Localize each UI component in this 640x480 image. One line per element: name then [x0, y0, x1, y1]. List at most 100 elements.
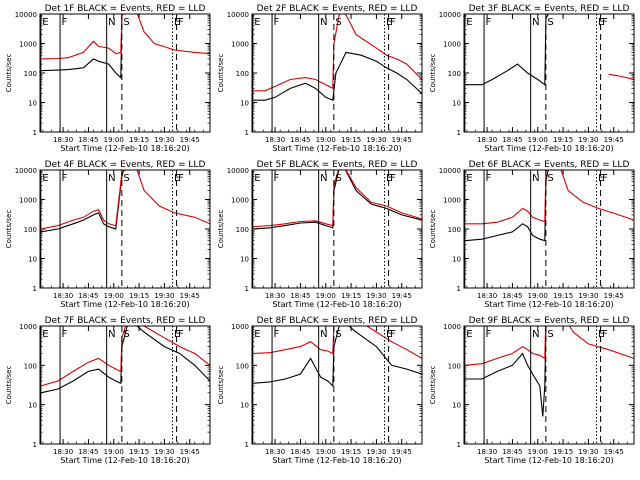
panel-plot-area	[252, 326, 422, 388]
panel-title: Det 7F BLACK = Events, RED = LLD	[45, 316, 206, 326]
y-tick-label: 10	[240, 402, 249, 410]
state-marker-label: E	[386, 173, 392, 184]
state-marker-label: S	[547, 17, 553, 28]
y-tick-label: 10	[240, 100, 249, 108]
detector-panel-4: Det 4F BLACK = Events, RED = LLD 1 10 100 10…	[5, 160, 211, 309]
panel-title: Det 2F BLACK = Events, RED = LLD	[257, 4, 418, 14]
detector-panel-7: Det 7F BLACK = Events, RED = LLD 1 10 100 10…	[5, 316, 211, 465]
y-tick-label: 1000	[231, 41, 249, 49]
x-tick-label: 19:00	[104, 292, 124, 300]
state-marker-label: N	[320, 173, 327, 184]
y-tick-label: 100	[236, 70, 249, 78]
state-marker-label: E	[42, 173, 48, 184]
state-marker-label: E	[466, 329, 472, 340]
x-tick-label: 19:30	[154, 448, 174, 456]
state-marker-label: N	[532, 329, 539, 340]
x-axis-label: Start Time (12-Feb-10 18:16:20)	[484, 144, 613, 153]
x-tick-label: 18:30	[265, 136, 285, 144]
x-tick-label: 18:30	[53, 448, 73, 456]
state-marker-label: E	[42, 17, 48, 28]
x-tick-label: 19:00	[104, 136, 124, 144]
y-tick-label: 100	[24, 70, 37, 78]
y-tick-label: 10	[28, 402, 37, 410]
x-tick-label: 19:15	[129, 448, 149, 456]
series-lld-line	[608, 73, 634, 81]
detector-panel-1: Det 1F BLACK = Events, RED = LLD 1 10 100 10…	[5, 4, 211, 153]
x-axis-label: Start Time (12-Feb-10 18:16:20)	[60, 300, 189, 309]
y-tick-label: 1	[457, 441, 461, 449]
x-tick-label: 19:00	[316, 448, 336, 456]
y-tick-label: 100	[448, 226, 461, 234]
state-marker-label: N	[532, 173, 539, 184]
state-marker-label: S	[335, 17, 341, 28]
state-marker-label: N	[108, 329, 115, 340]
y-tick-label: 10000	[227, 11, 249, 19]
panel-frame	[251, 169, 423, 289]
x-tick-label: 19:30	[154, 136, 174, 144]
panel-title: Det 4F BLACK = Events, RED = LLD	[45, 160, 206, 170]
panel-plot-area	[464, 326, 634, 417]
x-tick-label: 18:30	[53, 292, 73, 300]
x-tick-label: 19:30	[578, 448, 598, 456]
state-marker-label: F	[602, 173, 608, 184]
series-lld-line	[464, 326, 634, 366]
state-marker-label: F	[390, 329, 396, 340]
panel-frame	[39, 13, 211, 133]
panel-title: Det 5F BLACK = Events, RED = LLD	[257, 160, 418, 170]
panel-frame	[251, 325, 423, 445]
x-tick-label: 18:45	[290, 292, 310, 300]
x-axis-label: Start Time (12-Feb-10 18:16:20)	[484, 300, 613, 309]
panel-title: Det 1F BLACK = Events, RED = LLD	[45, 4, 206, 14]
y-axis-label: Counts/sec	[217, 54, 225, 93]
y-tick-label: 1	[33, 441, 37, 449]
y-tick-label: 10	[452, 256, 461, 264]
y-tick-label: 10000	[439, 167, 461, 175]
y-tick-label: 10	[28, 256, 37, 264]
state-marker-label: E	[254, 17, 260, 28]
state-marker-label: F	[390, 173, 396, 184]
state-marker-label: F	[178, 17, 184, 28]
series-events-line	[252, 170, 422, 230]
panel-title: Det 8F BLACK = Events, RED = LLD	[257, 316, 418, 326]
y-tick-label: 1000	[443, 197, 461, 205]
x-tick-label: 19:15	[341, 136, 361, 144]
y-axis-label: Counts/sec	[5, 366, 13, 405]
state-marker-label: E	[42, 329, 48, 340]
panel-title: Det 6F BLACK = Events, RED = LLD	[469, 160, 630, 170]
state-marker-label: F	[274, 329, 280, 340]
panel-frame	[39, 325, 211, 445]
state-marker-label: S	[123, 173, 129, 184]
y-axis-label: Counts/sec	[5, 210, 13, 249]
y-tick-label: 100	[448, 70, 461, 78]
state-marker-label: F	[390, 17, 396, 28]
state-marker-label: F	[486, 173, 492, 184]
y-axis-label: Counts/sec	[429, 366, 437, 405]
y-tick-label: 100	[24, 226, 37, 234]
series-lld-line	[252, 326, 422, 359]
series-events-line	[252, 326, 422, 388]
series-lld-line	[40, 14, 210, 60]
x-tick-label: 19:00	[316, 136, 336, 144]
x-tick-label: 19:45	[392, 136, 412, 144]
x-axis-label: Start Time (12-Feb-10 18:16:20)	[272, 300, 401, 309]
x-tick-label: 18:30	[477, 448, 497, 456]
state-marker-label: N	[108, 173, 115, 184]
x-tick-label: 19:15	[341, 292, 361, 300]
panel-frame	[463, 13, 635, 133]
y-tick-label: 1000	[19, 323, 37, 331]
y-tick-label: 100	[24, 362, 37, 370]
x-tick-label: 19:00	[528, 136, 548, 144]
state-marker-label: F	[274, 173, 280, 184]
x-tick-label: 19:45	[180, 136, 200, 144]
y-tick-label: 1	[245, 129, 249, 137]
panel-plot-area	[464, 170, 634, 242]
state-marker-label: E	[466, 17, 472, 28]
y-tick-label: 10	[452, 100, 461, 108]
state-marker-label: F	[274, 17, 280, 28]
state-marker-label: E	[254, 173, 260, 184]
state-marker-label: E	[466, 173, 472, 184]
y-tick-label: 1000	[443, 323, 461, 331]
series-events-line	[252, 51, 422, 101]
x-tick-label: 19:45	[604, 136, 624, 144]
state-marker-label: E	[598, 17, 604, 28]
